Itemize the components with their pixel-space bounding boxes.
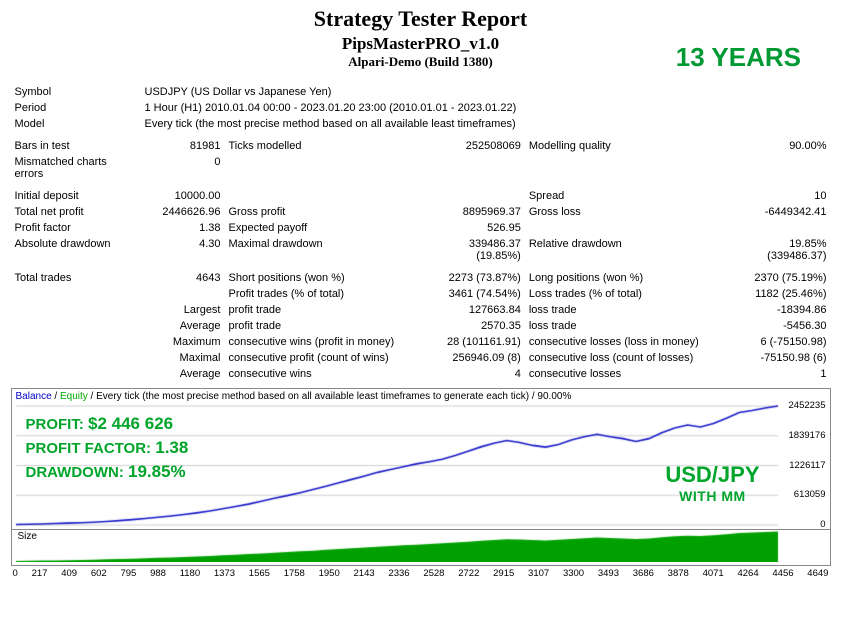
row-label: Symbol (11, 84, 141, 100)
chart-legend: Balance / Equity / Every tick (the most … (12, 389, 830, 404)
chart-overlay-pair: USD/JPY WITH MM (665, 462, 759, 504)
years-overlay: 13 YEARS (676, 42, 801, 73)
legend-balance: Balance (16, 391, 52, 402)
size-chart-box: Size (11, 530, 831, 566)
x-axis-labels: 0217409602795988118013731565175819502143… (11, 568, 831, 579)
title-main: Strategy Tester Report (0, 6, 841, 32)
row-value: USDJPY (US Dollar vs Japanese Yen) (141, 84, 831, 100)
report-table: SymbolUSDJPY (US Dollar vs Japanese Yen)… (11, 84, 831, 382)
legend-equity: Equity (60, 391, 88, 402)
size-label: Size (14, 530, 41, 543)
equity-chart-box: Balance / Equity / Every tick (the most … (11, 388, 831, 530)
chart-overlay-stats: PROFIT: $2 446 626 PROFIT FACTOR: 1.38 D… (26, 412, 189, 483)
size-canvas (12, 530, 830, 562)
